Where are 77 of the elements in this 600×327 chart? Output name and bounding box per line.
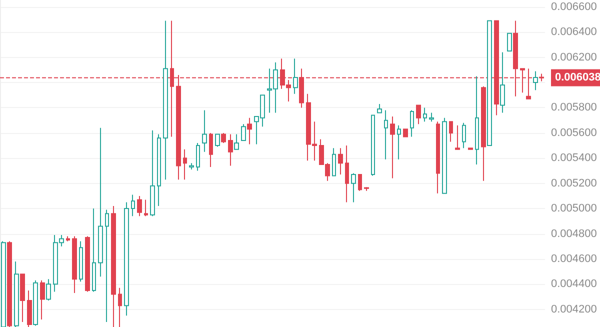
candlestick	[163, 20, 168, 180]
candlestick	[215, 134, 220, 148]
y-tick-label: 0.006400	[551, 26, 597, 38]
candlestick	[46, 278, 51, 302]
candlestick	[221, 132, 226, 144]
candlestick	[345, 145, 349, 203]
candlestick	[202, 110, 207, 152]
candlestick	[403, 128, 408, 138]
candlestick	[423, 107, 427, 122]
candlestick	[92, 208, 96, 292]
candlestick	[442, 117, 447, 194]
candlestick	[189, 162, 194, 170]
candlestick	[241, 124, 246, 142]
candlestick	[351, 172, 356, 203]
y-tick-label: 0.004200	[551, 303, 597, 316]
candlestick	[33, 280, 38, 326]
candlestick	[157, 134, 161, 207]
candlestick	[7, 240, 12, 327]
candlestick	[338, 148, 343, 176]
candlestick	[507, 32, 512, 52]
candlestick	[196, 142, 200, 172]
candlestick	[20, 274, 25, 322]
y-tick-label: 0.004600	[551, 252, 597, 265]
candlestick	[539, 73, 544, 82]
candlestick	[40, 280, 45, 320]
candlestick	[377, 103, 382, 114]
candlestick	[436, 121, 440, 194]
candlestick	[137, 195, 142, 217]
candlestick	[150, 130, 155, 217]
candlestick	[462, 122, 466, 149]
y-tick-label: 0.005400	[551, 152, 597, 164]
candlestick	[416, 104, 421, 125]
candlestick	[234, 134, 239, 150]
candlestick	[449, 121, 453, 142]
candlestick	[144, 199, 148, 217]
candlestick	[358, 174, 362, 192]
candlestick	[27, 290, 32, 327]
candlestick	[397, 124, 401, 160]
candlestick	[384, 110, 388, 160]
candlestick	[105, 209, 109, 322]
y-tick-label: 0.004800	[551, 228, 597, 240]
candlestick	[299, 68, 304, 108]
y-tick-label: 0.004400	[551, 278, 597, 290]
candlestick	[247, 117, 252, 145]
candlestick	[371, 114, 375, 176]
candlestick	[429, 112, 434, 122]
candlestick	[364, 186, 369, 192]
candlestick	[293, 58, 298, 94]
y-tick-label: 0.005600	[551, 126, 597, 139]
candlestick	[475, 76, 479, 165]
candlestick	[85, 236, 90, 292]
y-tick-label: 0.005200	[551, 177, 597, 190]
candlestick	[228, 134, 233, 166]
candlestick	[79, 240, 83, 282]
candlestick	[14, 260, 19, 327]
candlestick	[500, 52, 505, 114]
candlestick	[209, 132, 213, 168]
y-tick-label: 0.006600	[551, 0, 597, 13]
candlestick	[183, 148, 187, 180]
candlestick	[131, 194, 135, 217]
candlestick	[410, 110, 414, 138]
candlestick	[455, 124, 460, 150]
candlestick	[124, 202, 129, 316]
candlestick	[72, 236, 77, 294]
y-tick-label: 0.005000	[551, 202, 597, 215]
candlestick	[487, 20, 492, 146]
candlestick	[111, 206, 116, 327]
candlestick	[332, 148, 336, 176]
y-tick-label: 0.005800	[551, 102, 597, 114]
candlestick	[118, 287, 122, 327]
candlestick	[481, 86, 486, 182]
candlestick	[533, 70, 538, 91]
candlestick	[98, 127, 103, 278]
candlestick	[1, 240, 6, 327]
candlestick	[66, 236, 70, 242]
y-tick-label: 0.006200	[551, 51, 597, 64]
candlestick	[390, 116, 395, 179]
